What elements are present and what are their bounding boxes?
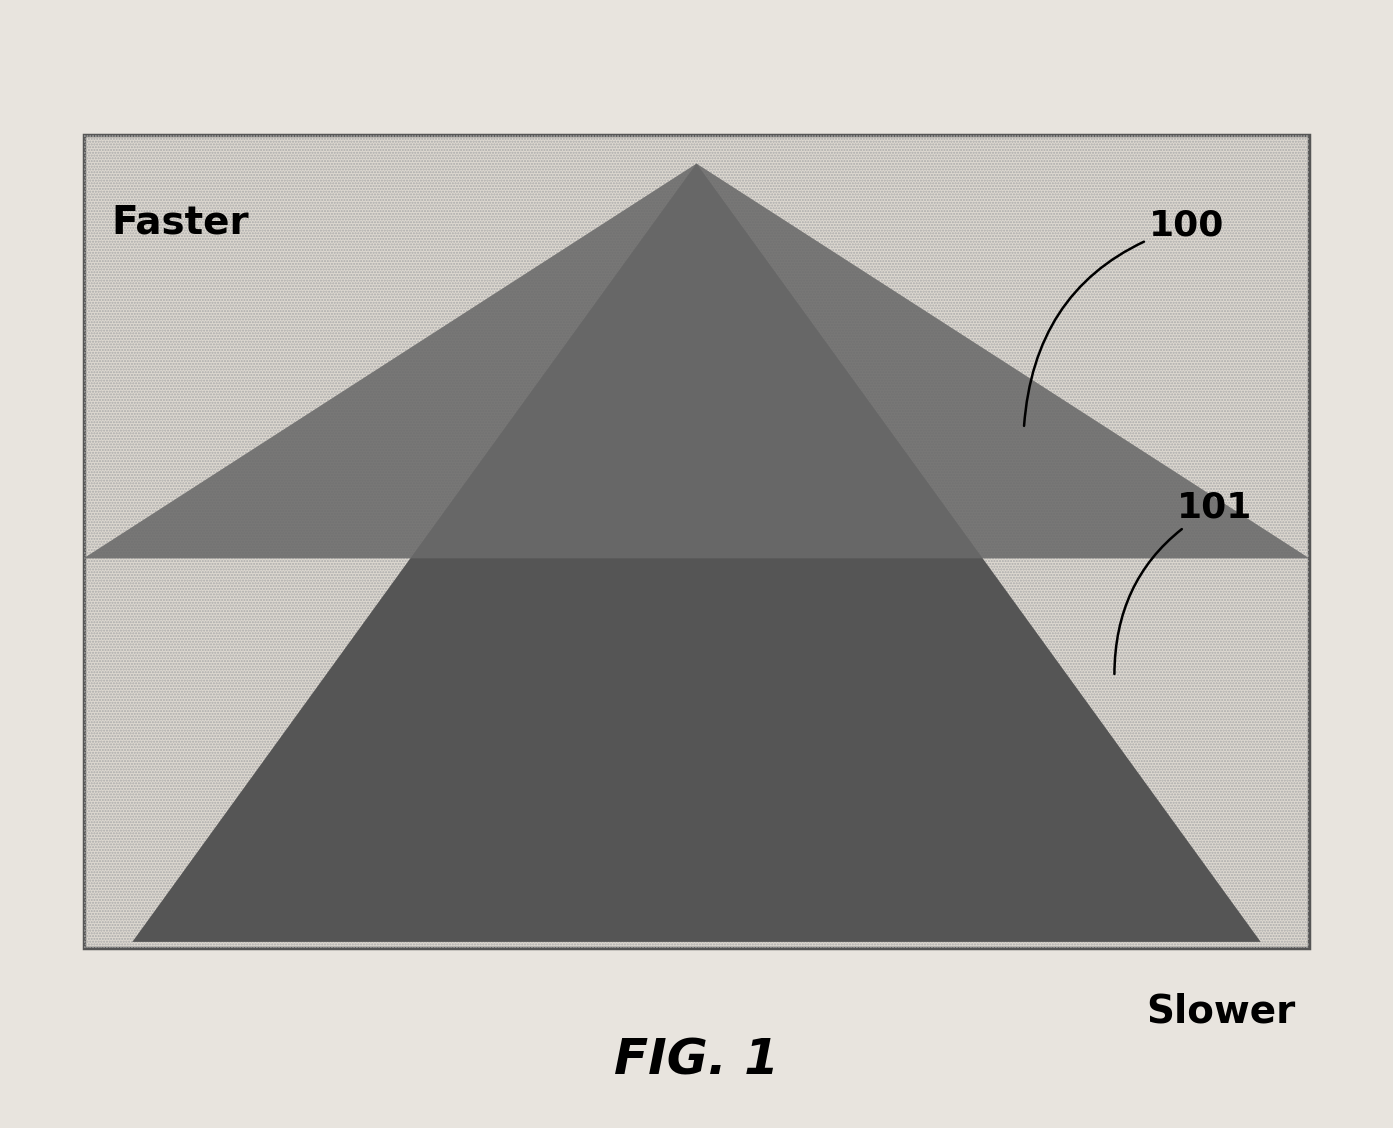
Polygon shape — [132, 164, 1261, 942]
FancyBboxPatch shape — [84, 135, 1309, 948]
Text: 100: 100 — [1024, 209, 1224, 426]
Text: Slower: Slower — [1146, 993, 1295, 1031]
Polygon shape — [84, 164, 1309, 558]
Text: FIG. 1: FIG. 1 — [614, 1037, 779, 1084]
Text: Faster: Faster — [111, 203, 249, 241]
Text: 101: 101 — [1114, 491, 1252, 675]
